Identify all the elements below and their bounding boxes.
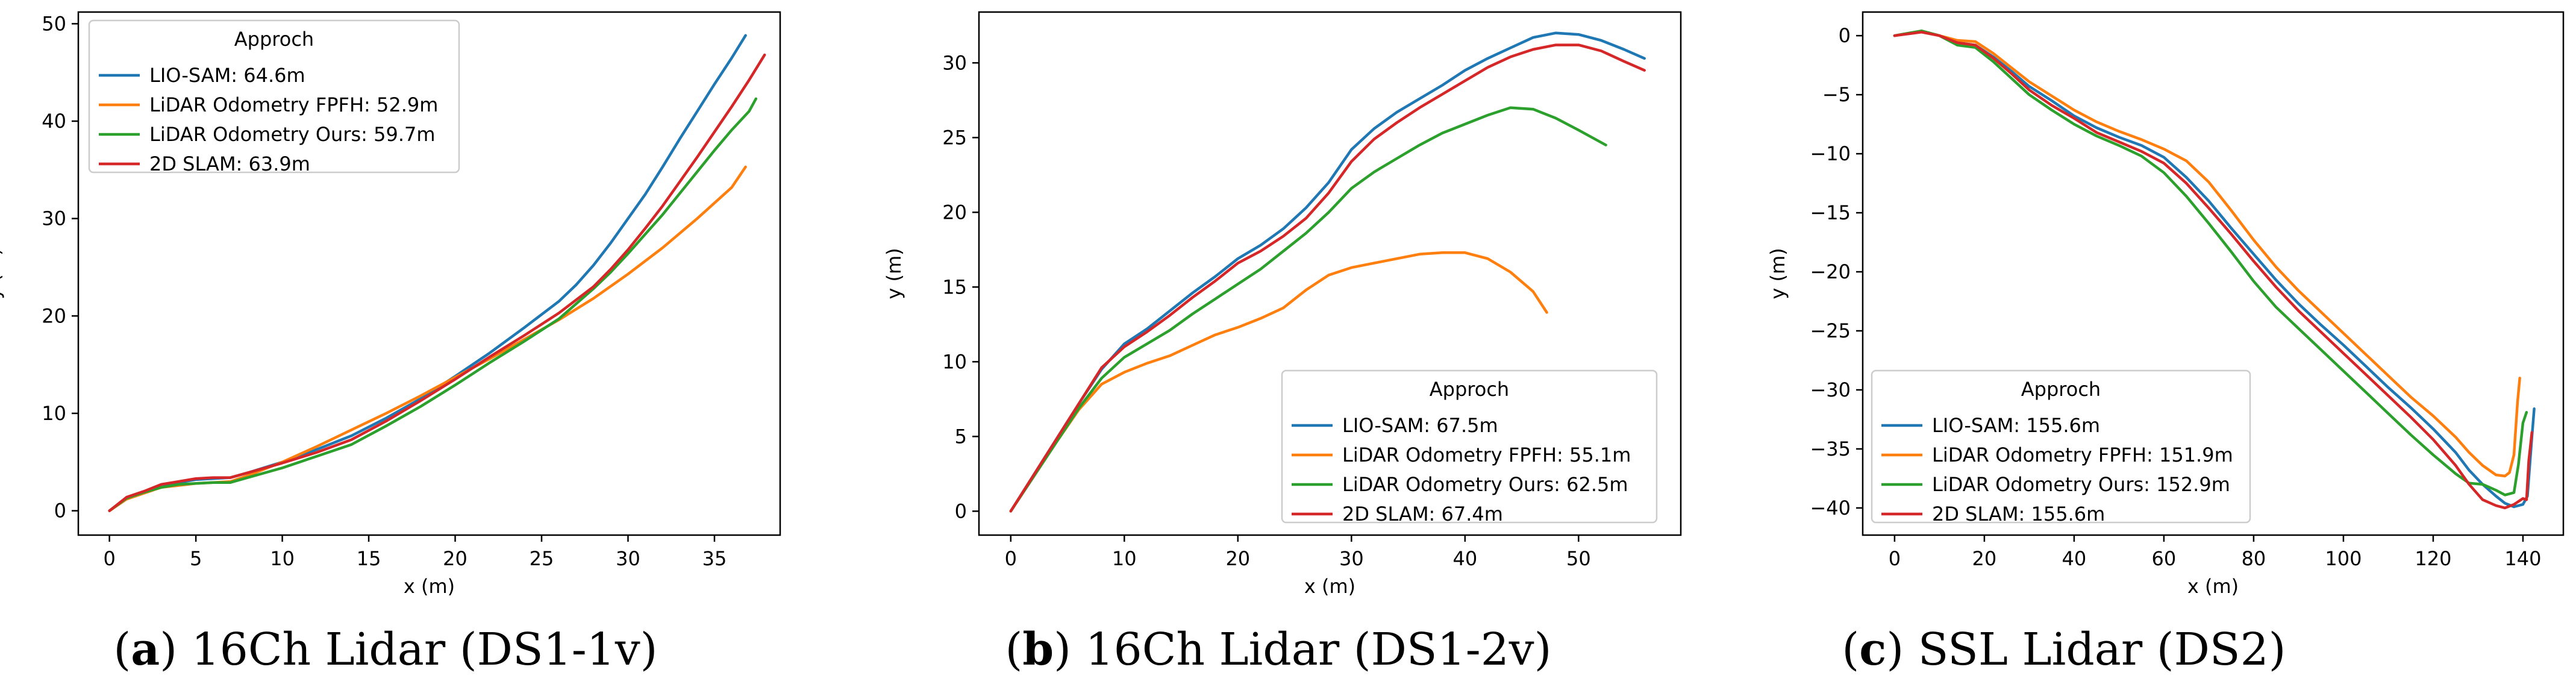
chart-b-series-3-line — [1009, 43, 1646, 513]
chart-c-series-1-line — [1893, 30, 2521, 478]
chart-b-ytick-label-0: 0 — [955, 500, 967, 522]
chart-a-legend-label-1: LiDAR Odometry FPFH: 52.9m — [149, 93, 438, 116]
chart-c-ytick-label-7: −35 — [1810, 437, 1851, 460]
chart-b-legend-label-2: LiDAR Odometry Ours: 62.5m — [1342, 473, 1628, 496]
chart-a-xtick-label-3: 15 — [357, 547, 381, 570]
chart-b-axes-frame — [978, 11, 1682, 536]
chart-a-ytick-label-2: 20 — [42, 304, 66, 327]
caption-c: (c) SSL Lidar (DS2) — [1842, 624, 2286, 676]
chart-a-series-2-line — [108, 97, 758, 512]
chart-b-legend-label-1: LiDAR Odometry FPFH: 55.1m — [1342, 444, 1631, 466]
chart-c-axes-frame — [1862, 11, 2565, 536]
chart-b-ytick-label-1: 5 — [955, 425, 967, 448]
chart-b-ytick-label-2: 10 — [942, 350, 967, 373]
chart-c-series-2-line — [1893, 30, 2528, 497]
chart-a-ylabel: y (m) — [0, 248, 5, 299]
chart-b: 0 10 20 30 40 50 0 5 10 15 20 25 30 x (m) y (m) Approch… — [883, 11, 1682, 598]
chart-c-legend-label-3: 2D SLAM: 155.6m — [1932, 503, 2105, 525]
chart-c-ytick-label-1: −5 — [1822, 83, 1851, 106]
chart-a-legend-label-0: LIO-SAM: 64.6m — [149, 64, 305, 87]
chart-b-series-group — [1009, 31, 1646, 513]
chart-c-series-0-line — [1893, 30, 2536, 509]
chart-c-xtick-label-4: 80 — [2242, 547, 2266, 570]
chart-b-ytick-label-3: 15 — [942, 275, 967, 298]
chart-a-series-1-line — [108, 165, 747, 512]
chart-a-axes-frame — [77, 11, 781, 536]
chart-b-ylabel: y (m) — [883, 248, 905, 299]
chart-a-xtick-label-5: 25 — [530, 547, 554, 570]
chart-b-xtick-label-2: 20 — [1225, 547, 1250, 570]
chart-a-ytick-label-1: 10 — [42, 402, 66, 425]
chart-c-ytick-label-5: −25 — [1810, 319, 1851, 342]
caption-b-text: 16Ch Lidar (DS1-2v) — [1085, 624, 1552, 676]
chart-c-xtick-label-3: 60 — [2152, 547, 2177, 570]
chart-c-series-3-line — [1893, 31, 2534, 510]
chart-c-series-group — [1893, 30, 2536, 510]
chart-b-xtick-label-0: 0 — [1005, 547, 1017, 570]
chart-b-legend-label-3: 2D SLAM: 67.4m — [1342, 503, 1503, 525]
chart-c-xtick-label-2: 40 — [2062, 547, 2087, 570]
chart-b-legend-box — [1281, 369, 1658, 524]
caption-b: (b) 16Ch Lidar (DS1-2v) — [1005, 624, 1552, 676]
chart-c-xtick-label-5: 100 — [2325, 547, 2362, 570]
chart-c-ytick-label-2: −10 — [1810, 142, 1851, 165]
chart-b-xtick-label-1: 10 — [1112, 547, 1137, 570]
caption-c-text: SSL Lidar (DS2) — [1918, 624, 2286, 676]
chart-c-xtick-label-6: 120 — [2415, 547, 2451, 570]
chart-b-legend-title: Approch — [1430, 378, 1509, 401]
chart-a-ytick-label-4: 40 — [42, 110, 66, 133]
chart-c-legend-label-2: LiDAR Odometry Ours: 152.9m — [1932, 473, 2230, 496]
chart-b-ytick-label-4: 20 — [942, 201, 967, 224]
chart-c-legend-label-1: LiDAR Odometry FPFH: 151.9m — [1932, 444, 2233, 466]
caption-a-letter: a — [131, 624, 160, 676]
chart-a-legend-label-3: 2D SLAM: 63.9m — [149, 152, 310, 175]
chart-a-legend-label-2: LiDAR Odometry Ours: 59.7m — [149, 123, 436, 146]
chart-a-xtick-label-6: 30 — [616, 547, 640, 570]
chart-c-ytick-label-4: −20 — [1810, 260, 1851, 283]
chart-b-ytick-label-6: 30 — [942, 51, 967, 74]
chart-c-ytick-label-6: −30 — [1810, 378, 1851, 401]
caption-b-letter: b — [1022, 624, 1054, 676]
chart-a-ytick-label-3: 30 — [42, 207, 66, 230]
chart-c-ytick-label-3: −15 — [1810, 201, 1851, 224]
chart-a-xtick-label-7: 35 — [702, 547, 727, 570]
chart-c: 0 20 40 60 80 100 120 140 0 −5 −10 −15 −20 −25 −30 −35 −… — [1766, 11, 2565, 598]
chart-b-series-2-line — [1009, 106, 1607, 513]
chart-c-xtick-label-0: 0 — [1889, 547, 1901, 570]
chart-a: 0 5 10 15 20 25 30 35 0 10 20 30 40 50 x (m) y (m) Appro… — [0, 11, 781, 598]
chart-b-xtick-label-4: 40 — [1452, 547, 1477, 570]
chart-c-ytick-label-0: 0 — [1839, 24, 1851, 47]
chart-c-xtick-label-7: 140 — [2504, 547, 2541, 570]
chart-c-xlabel: x (m) — [2187, 575, 2239, 598]
chart-b-legend-label-0: LIO-SAM: 67.5m — [1342, 414, 1498, 437]
chart-a-xtick-label-0: 0 — [103, 547, 115, 570]
chart-a-xtick-label-4: 20 — [443, 547, 467, 570]
chart-c-legend-title: Approch — [2021, 378, 2101, 401]
chart-b-series-1-line — [1009, 251, 1548, 513]
chart-a-xtick-label-2: 10 — [270, 547, 295, 570]
caption-c-letter: c — [1859, 624, 1887, 676]
chart-c-legend-box — [1871, 369, 2251, 524]
chart-b-xlabel: x (m) — [1304, 575, 1355, 598]
chart-b-ytick-label-5: 25 — [942, 126, 967, 149]
chart-a-legend-title: Approch — [234, 28, 314, 51]
chart-b-xtick-label-5: 50 — [1566, 547, 1591, 570]
chart-c-ylabel: y (m) — [1766, 248, 1789, 299]
caption-a: (a) 16Ch Lidar (DS1-1v) — [113, 624, 658, 676]
chart-a-xlabel: x (m) — [404, 575, 455, 598]
chart-a-legend-box — [88, 19, 460, 174]
chart-b-xtick-label-3: 30 — [1339, 547, 1364, 570]
chart-c-legend-label-0: LIO-SAM: 155.6m — [1932, 414, 2100, 437]
chart-a-ytick-label-0: 0 — [54, 500, 66, 522]
chart-c-xtick-label-1: 20 — [1972, 547, 1997, 570]
chart-c-ytick-label-8: −40 — [1810, 497, 1851, 519]
chart-a-series-3-line — [108, 53, 766, 512]
chart-a-series-group — [108, 34, 766, 512]
caption-a-text: 16Ch Lidar (DS1-1v) — [191, 624, 658, 676]
chart-a-xtick-label-1: 5 — [190, 547, 202, 570]
chart-a-ytick-label-5: 50 — [42, 12, 66, 35]
